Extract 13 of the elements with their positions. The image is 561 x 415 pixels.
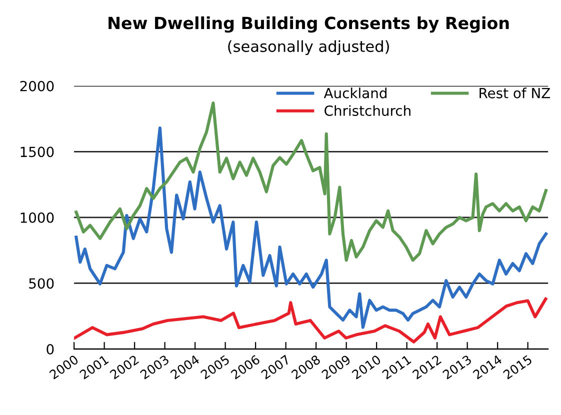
line-series bbox=[74, 126, 548, 329]
y-tick-label: 0 bbox=[46, 344, 54, 354]
line-series bbox=[74, 101, 548, 262]
chart-title: New Dwelling Building Consents by Region bbox=[108, 16, 509, 33]
line-series bbox=[74, 297, 548, 344]
legend-label: Christchurch bbox=[324, 105, 410, 116]
legend-label: Rest of NZ bbox=[480, 88, 550, 98]
y-tick-label: 2000 bbox=[20, 80, 54, 92]
chart-subtitle: (seasonally adjusted) bbox=[228, 40, 389, 56]
y-tick-label: 500 bbox=[29, 278, 54, 289]
y-tick-label: 1000 bbox=[20, 212, 54, 223]
y-tick-label: 1500 bbox=[20, 146, 54, 158]
legend-label: Auckland bbox=[324, 88, 386, 98]
